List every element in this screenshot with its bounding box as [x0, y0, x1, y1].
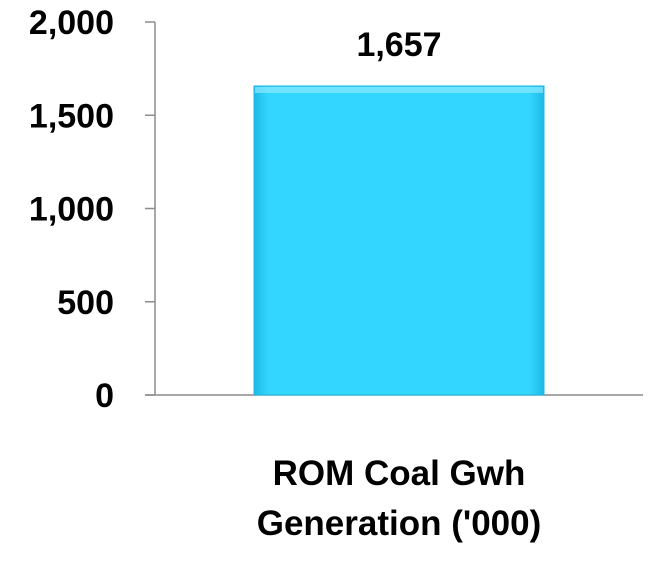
bar-data-label: 1,657 [356, 26, 441, 64]
y-tick-label: 500 [57, 284, 114, 322]
bar [253, 85, 545, 396]
bar-top-highlight [255, 86, 543, 93]
labels: 0 500 1,000 1,500 2,000 1,657 ROM Coal Gwh Gene… [29, 4, 541, 543]
y-tick-label: 2,000 [29, 4, 114, 42]
y-tick-label: 1,000 [29, 191, 114, 229]
bars [253, 85, 545, 396]
x-category-label: Generation ('000) [257, 504, 542, 543]
y-tick-label: 1,500 [29, 97, 114, 135]
x-category-label: ROM Coal Gwh [273, 454, 526, 493]
y-tick-label: 0 [95, 377, 114, 415]
